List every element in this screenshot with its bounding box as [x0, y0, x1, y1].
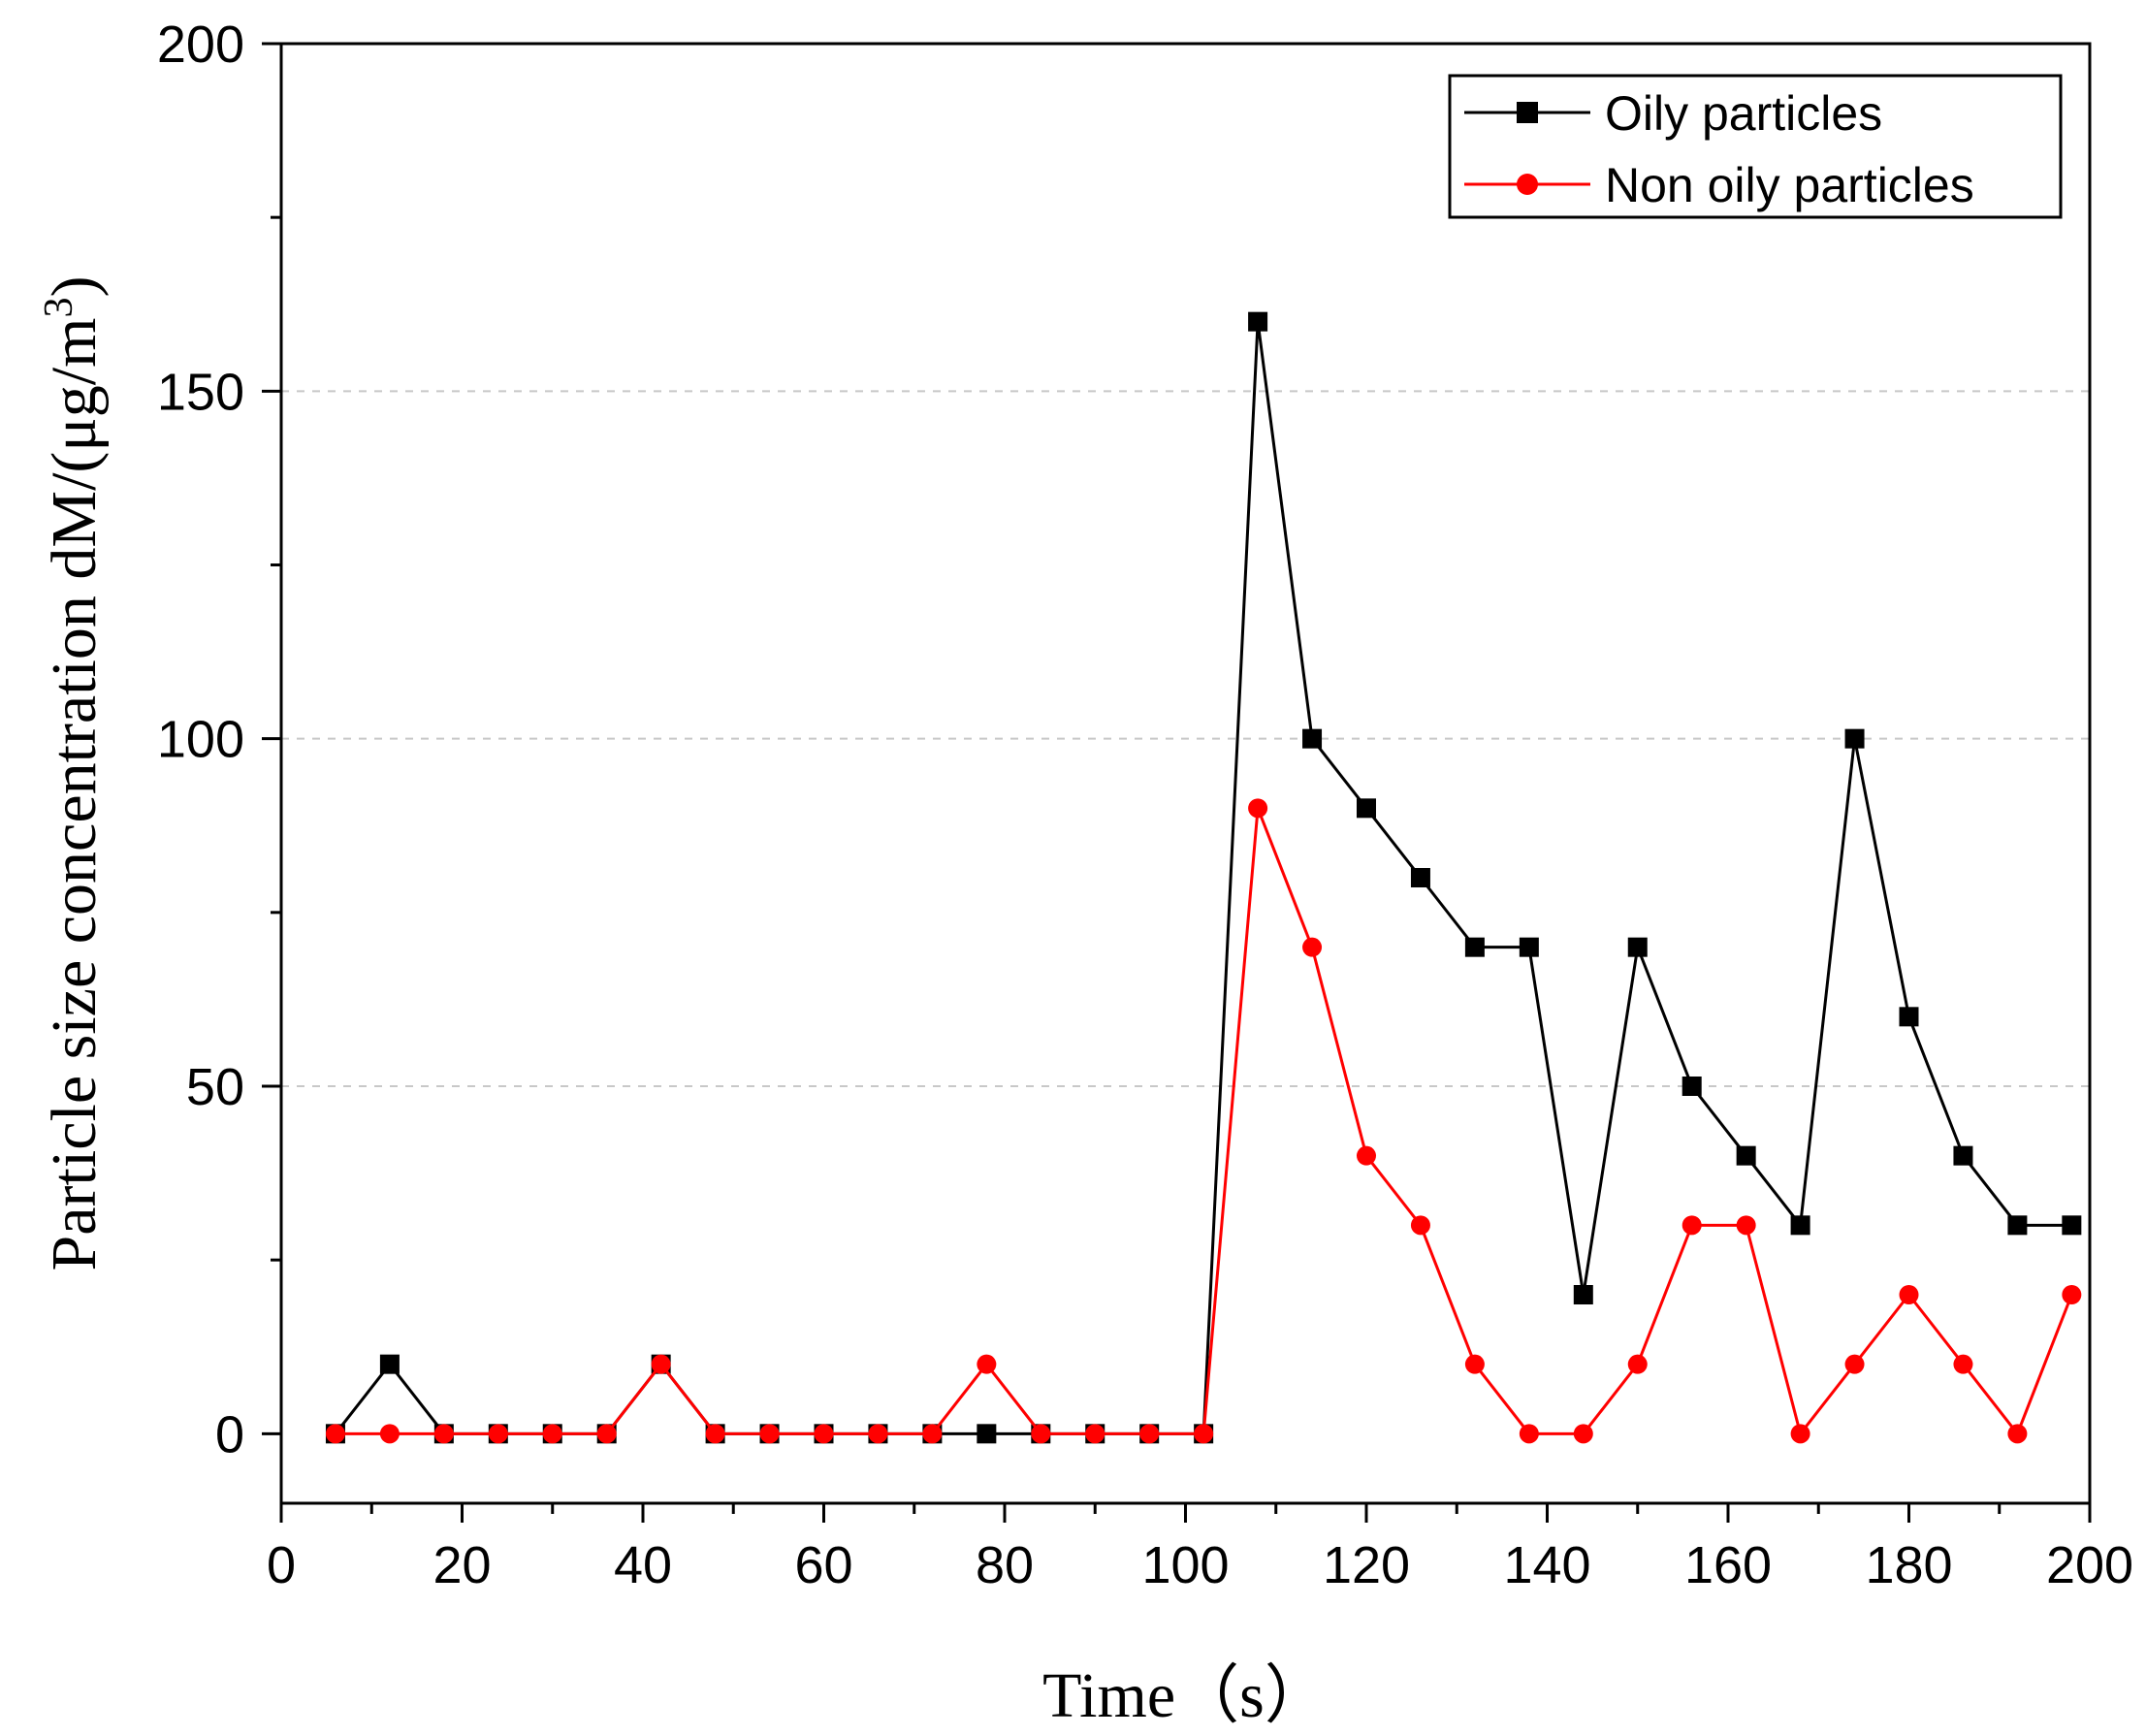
legend-marker-non-oily — [1517, 174, 1538, 195]
data-point — [1736, 1215, 1756, 1236]
x-tick-label: 100 — [1141, 1536, 1229, 1594]
data-point — [1085, 1424, 1105, 1444]
legend: Oily particles Non oily particles — [1448, 74, 2063, 219]
data-point — [1248, 798, 1268, 819]
data-point — [1302, 937, 1323, 957]
x-tick-label: 60 — [794, 1536, 852, 1594]
legend-label-non-oily: Non oily particles — [1605, 158, 1974, 212]
data-point — [1844, 728, 1865, 749]
data-point — [977, 1354, 997, 1374]
data-point — [1248, 311, 1268, 332]
data-point — [1627, 1354, 1648, 1374]
data-point — [2007, 1215, 2028, 1236]
data-point — [977, 1424, 997, 1444]
data-point — [379, 1424, 400, 1444]
x-tick-label: 0 — [267, 1536, 296, 1594]
grid — [281, 390, 2090, 1087]
data-point — [1790, 1215, 1810, 1236]
y-axis-title-superscript: 3 — [37, 298, 81, 318]
data-point — [433, 1424, 454, 1444]
data-point — [868, 1424, 888, 1444]
x-axis-title: Time（s） — [1042, 1660, 1329, 1731]
x-tick-label: 140 — [1503, 1536, 1590, 1594]
data-point — [379, 1354, 400, 1374]
data-point — [1357, 798, 1376, 819]
y-tick-label: 100 — [157, 711, 244, 769]
y-tick-label: 200 — [157, 16, 244, 74]
legend-label-oily: Oily particles — [1605, 86, 1882, 141]
data-point — [488, 1424, 508, 1444]
data-point — [1410, 868, 1430, 887]
data-point — [1682, 1215, 1702, 1236]
y-tick-label: 150 — [157, 363, 244, 421]
data-point — [1410, 1215, 1430, 1236]
x-tick-label: 120 — [1323, 1536, 1410, 1594]
y-tick-label: 50 — [186, 1058, 244, 1116]
data-point — [542, 1424, 562, 1444]
data-point — [1194, 1424, 1214, 1444]
x-tick-label: 80 — [976, 1536, 1034, 1594]
x-tick-label: 20 — [432, 1536, 491, 1594]
data-point — [1519, 937, 1539, 957]
data-point — [596, 1424, 617, 1444]
data-point — [651, 1354, 671, 1374]
data-point — [1627, 937, 1648, 957]
data-point — [1899, 1007, 1919, 1027]
y-axis-title-close: ) — [39, 276, 110, 298]
data-point — [325, 1424, 345, 1444]
data-point — [1302, 728, 1323, 749]
data-point — [1464, 937, 1485, 957]
axis-ticks: 0 20 40 60 80 100 120 140 160 180 200 0 50 100 150 200 — [157, 16, 2133, 1594]
y-axis-title-main: Particle size concentration dM/(μg/m — [39, 318, 110, 1271]
data-point — [1844, 1354, 1865, 1374]
legend-marker-oily — [1517, 102, 1538, 123]
x-tick-label: 200 — [2046, 1536, 2133, 1594]
data-point — [2007, 1424, 2028, 1444]
data-point — [1953, 1354, 1973, 1374]
x-tick-label: 40 — [614, 1536, 672, 1594]
data-point — [1953, 1145, 1973, 1166]
data-point — [1519, 1424, 1539, 1444]
legend-box — [1448, 74, 2063, 219]
data-point — [1031, 1424, 1051, 1444]
data-point — [759, 1424, 780, 1444]
data-point — [922, 1424, 943, 1444]
data-point — [1139, 1424, 1160, 1444]
x-tick-label: 180 — [1865, 1536, 1952, 1594]
y-axis-title: Particle size concentration dM/(μg/m3) — [37, 276, 110, 1271]
data-point — [2062, 1285, 2082, 1304]
data-point — [1573, 1424, 1593, 1444]
data-point — [705, 1424, 725, 1444]
series-layer — [325, 311, 2082, 1444]
y-tick-label: 0 — [215, 1405, 244, 1463]
x-tick-label: 160 — [1684, 1536, 1772, 1594]
data-point — [1736, 1145, 1756, 1166]
data-point — [1357, 1145, 1376, 1166]
data-point — [1573, 1285, 1593, 1304]
data-point — [1682, 1077, 1702, 1096]
data-point — [1790, 1424, 1810, 1444]
series-non-oily — [325, 798, 2082, 1444]
data-point — [1899, 1285, 1919, 1304]
data-point — [814, 1424, 834, 1444]
data-point — [2062, 1215, 2082, 1236]
data-point — [1464, 1354, 1485, 1374]
